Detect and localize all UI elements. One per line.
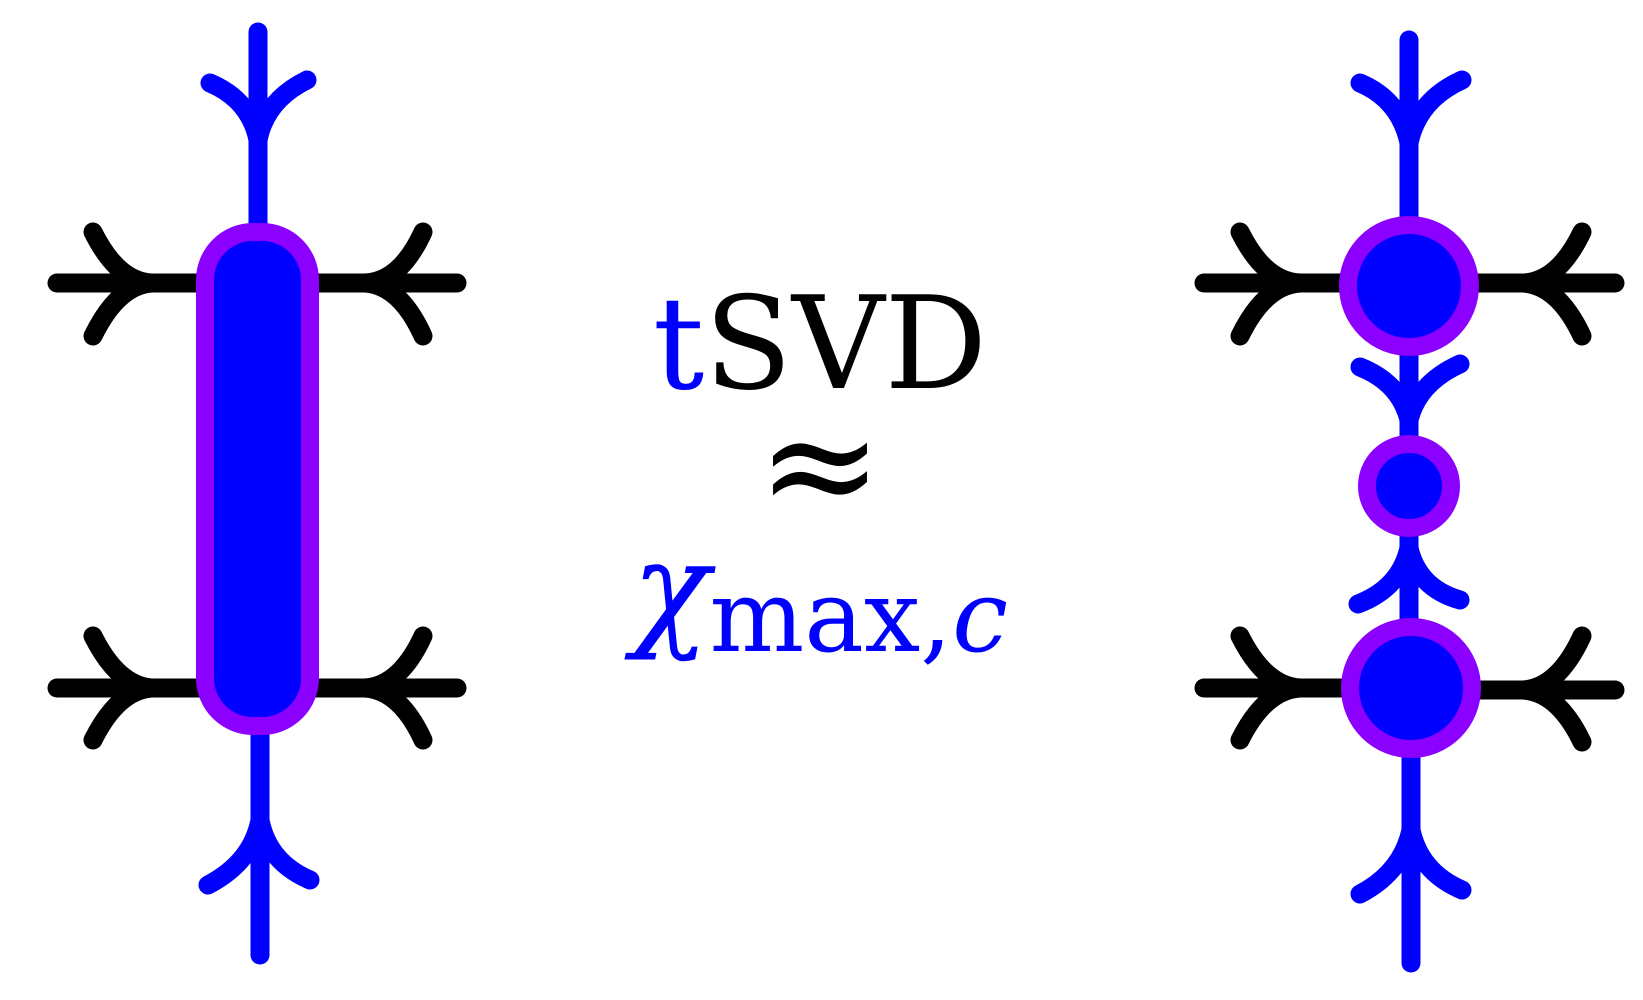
center-label: tSVD ≈ χmax,c bbox=[560, 280, 1080, 687]
right-lower-left-arrow-icon bbox=[1230, 626, 1302, 750]
left-upper-right-arrow-icon bbox=[363, 222, 433, 346]
left-bottom-arrow-icon bbox=[198, 817, 320, 895]
chi-subscript-text: max, bbox=[709, 558, 953, 675]
left-lower-right-arrow-icon bbox=[363, 626, 433, 750]
approx-symbol: ≈ bbox=[757, 378, 883, 552]
method-name: SVD bbox=[704, 270, 988, 419]
right-upper-node bbox=[1339, 216, 1479, 356]
right-middle-node bbox=[1358, 435, 1460, 537]
chi-subscript-var: c bbox=[952, 558, 1009, 675]
left-tensor-network bbox=[47, 22, 467, 965]
right-mid-upper-arrow-icon bbox=[1350, 354, 1470, 423]
left-merged-node bbox=[196, 223, 319, 735]
left-lower-left-arrow-icon bbox=[83, 626, 154, 750]
right-top-arrow-icon bbox=[1350, 70, 1472, 146]
right-upper-right-arrow-icon bbox=[1521, 222, 1592, 346]
method-prefix: t bbox=[652, 270, 705, 419]
right-upper-left-arrow-icon bbox=[1230, 222, 1302, 346]
right-tensor-network bbox=[1194, 30, 1625, 973]
right-mid-lower-arrow-icon bbox=[1348, 545, 1470, 614]
chi-symbol: χ bbox=[631, 515, 710, 664]
right-lower-node bbox=[1341, 618, 1481, 758]
chi-subscript: max,c bbox=[709, 558, 1008, 675]
right-lower-right-arrow-icon bbox=[1521, 626, 1592, 752]
left-upper-left-arrow-icon bbox=[83, 222, 154, 346]
method-label: tSVD bbox=[560, 280, 1080, 410]
right-bottom-arrow-icon bbox=[1350, 827, 1472, 904]
left-top-arrow-icon bbox=[200, 70, 317, 143]
bond-dimension-label: χmax,c bbox=[560, 520, 1080, 687]
